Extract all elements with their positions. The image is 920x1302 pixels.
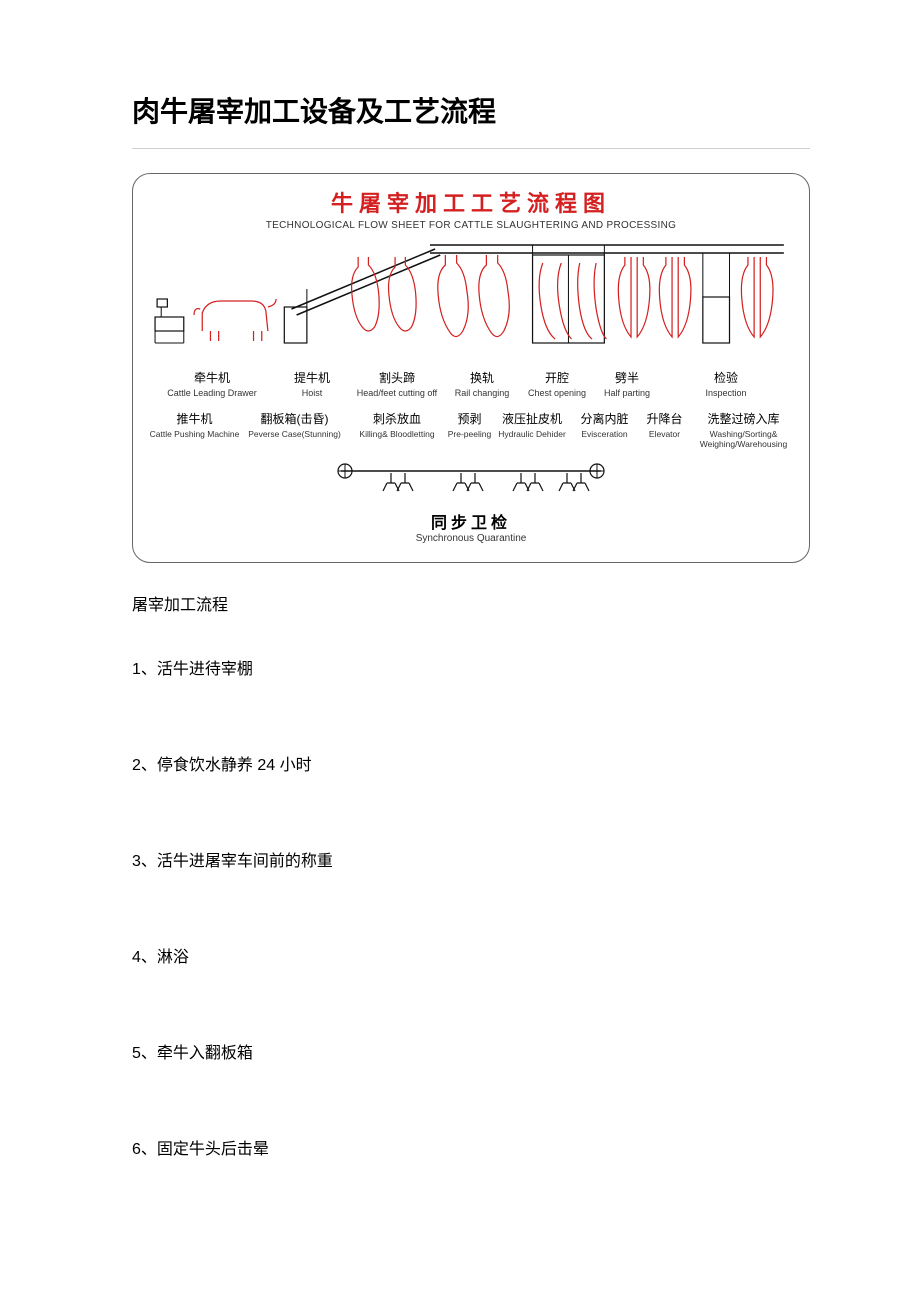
flowchart-panel: 牛屠宰加工工艺流程图 TECHNOLOGICAL FLOW SHEET FOR … [132,173,810,563]
label-en: Cattle Pushing Machine [147,429,242,439]
section-label: 屠宰加工流程 [132,591,810,615]
step-item: 1、活牛进待宰棚 [132,655,810,679]
label-cn: 劈半 [597,369,657,386]
label-cn: 推牛机 [147,410,242,427]
label-en: Inspection [657,388,795,398]
step-item: 6、固定牛头后击晕 [132,1135,810,1159]
label-en: Head/feet cutting off [347,388,447,398]
label-en: Half parting [597,388,657,398]
label-en: Killing& Bloodletting [347,429,447,439]
sync-label-en: Synchronous Quarantine [147,533,795,544]
label-cn: 翻板箱(击昏) [242,410,347,427]
divider [132,148,810,149]
page-title: 肉牛屠宰加工设备及工艺流程 [132,90,810,130]
label-en: Pre-peeling [447,429,492,439]
step-item: 3、活牛进屠宰车间前的称重 [132,847,810,871]
label-en: Cattle Leading Drawer [147,388,277,398]
label-cn: 预剥 [447,410,492,427]
label-cn: 牵牛机 [147,369,277,386]
label-en: Elevator [637,429,692,439]
label-en: Washing/Sorting& Weighing/Warehousing [692,429,795,449]
step-list: 1、活牛进待宰棚 2、停食饮水静养 24 小时 3、活牛进屠宰车间前的称重 4、… [132,655,810,1159]
step-item: 5、牵牛入翻板箱 [132,1039,810,1063]
diagram-title-cn: 牛屠宰加工工艺流程图 [147,186,795,218]
label-cn: 升降台 [637,410,692,427]
labels-row-1: 牵牛机 Cattle Leading Drawer 提牛机 Hoist 割头蹄 Hea… [147,369,795,398]
label-en: Chest opening [517,388,597,398]
label-cn: 液压扯皮机 [492,410,572,427]
sync-rail-illustration [331,457,611,505]
label-cn: 换轨 [447,369,517,386]
label-cn: 提牛机 [277,369,347,386]
process-line-illustration [153,239,789,359]
label-cn: 开腔 [517,369,597,386]
label-cn: 分离内脏 [572,410,637,427]
label-cn: 割头蹄 [347,369,447,386]
diagram-title-en: TECHNOLOGICAL FLOW SHEET FOR CATTLE SLAU… [147,220,795,231]
sync-label-cn: 同步卫检 [147,509,795,533]
label-en: Hydraulic Dehider [492,429,572,439]
label-en: Hoist [277,388,347,398]
step-item: 4、淋浴 [132,943,810,967]
label-en: Peverse Case(Stunning) [242,429,347,439]
label-cn: 检验 [657,369,795,386]
label-cn: 刺杀放血 [347,410,447,427]
labels-row-2: 推牛机 Cattle Pushing Machine 翻板箱(击昏) Peverse… [147,410,795,449]
label-en: Rail changing [447,388,517,398]
step-item: 2、停食饮水静养 24 小时 [132,751,810,775]
label-en: Evisceration [572,429,637,439]
label-cn: 洗整过磅入库 [692,410,795,427]
